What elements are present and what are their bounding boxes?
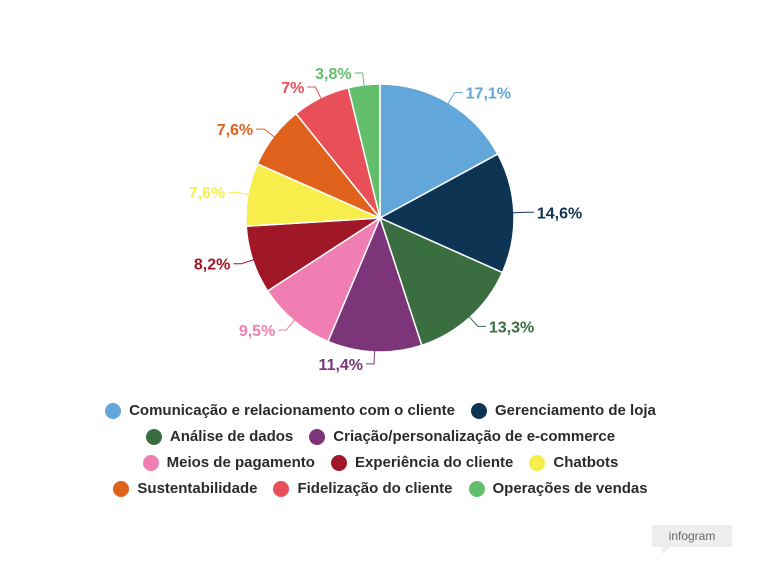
legend-label: Análise de dados [169,428,294,445]
slice-value-label: 17,1% [466,86,511,103]
label-leader-line [228,191,251,196]
label-leader-line [354,72,365,87]
pie-chart: 17,1% 14,6% 13,3% 11,4% 9,5% 8,2% 7,6% 7,6% 7% 3,… [189,66,582,374]
legend-label: Comunicação e relacionamento com o clien… [129,402,456,419]
legend-item[interactable]: Sustentabilidade [113,480,257,497]
infogram-logo-label: infogram [668,529,716,543]
infogram-logo-tail [662,546,672,554]
infogram-logo[interactable]: infogram [652,525,732,547]
slice-value-label: 9,5% [239,323,275,340]
legend-label: Sustentabilidade [137,480,258,497]
label-leader-line [511,211,534,214]
legend-item[interactable]: Análise de dados [145,428,294,445]
legend-swatch [330,454,347,471]
legend-swatch [309,428,326,445]
legend-item[interactable]: Comunicação e relacionamento com o clien… [105,402,455,419]
label-leader-line [307,86,323,100]
label-leader-line [366,349,376,365]
chart-legend: Comunicação e relacionamento com o clien… [0,402,761,497]
legend-label: Chatbots [553,454,619,471]
legend-label: Meios de pagamento [166,454,315,471]
label-leader-line [468,315,486,327]
legend-swatch [113,480,130,497]
legend-swatch [142,454,159,471]
legend-row: Meios de pagamento Experiência do cliente… [142,454,618,471]
legend-row: Sustentabilidade Fidelização do cliente Op… [113,480,648,497]
legend-item[interactable]: Chatbots [529,454,618,471]
legend-swatch [468,480,485,497]
legend-item[interactable]: Meios de pagamento [142,454,315,471]
legend-label: Criação/personalização de e-commerce [333,428,616,445]
legend-item[interactable]: Criação/personalização de e-commerce [309,428,615,445]
legend-swatch [145,428,162,445]
legend-label: Operações de vendas [492,480,648,497]
slice-value-label: 7% [281,80,304,97]
slice-value-label: 11,4% [319,357,363,374]
slice-value-label: 13,3% [489,319,534,336]
legend-item[interactable]: Operações de vendas [468,480,648,497]
legend-item[interactable]: Gerenciamento de loja [471,402,656,419]
label-leader-line [447,92,463,105]
legend-swatch [529,454,546,471]
legend-swatch [273,480,290,497]
slice-value-label: 7,6% [217,122,253,139]
legend-item[interactable]: Fidelização do cliente [273,480,453,497]
legend-label: Fidelização do cliente [297,480,453,497]
slice-value-label: 7,6% [189,185,225,202]
legend-swatch [471,402,488,419]
label-leader-line [233,258,255,265]
legend-row: Análise de dados Criação/personalização d… [145,428,615,445]
slice-value-label: 14,6% [537,205,582,222]
pie-chart-svg: 17,1% 14,6% 13,3% 11,4% 9,5% 8,2% 7,6% 7,6% 7% 3,… [189,66,582,374]
legend-row: Comunicação e relacionamento com o clien… [105,402,656,419]
legend-label: Experiência do cliente [354,454,514,471]
slice-value-label: 8,2% [194,257,230,274]
slice-value-label: 3,8% [315,66,351,83]
label-leader-line [278,318,296,331]
legend-item[interactable]: Experiência do cliente [330,454,514,471]
legend-label: Gerenciamento de loja [495,402,656,419]
label-leader-line [256,128,276,139]
legend-swatch [105,402,122,419]
